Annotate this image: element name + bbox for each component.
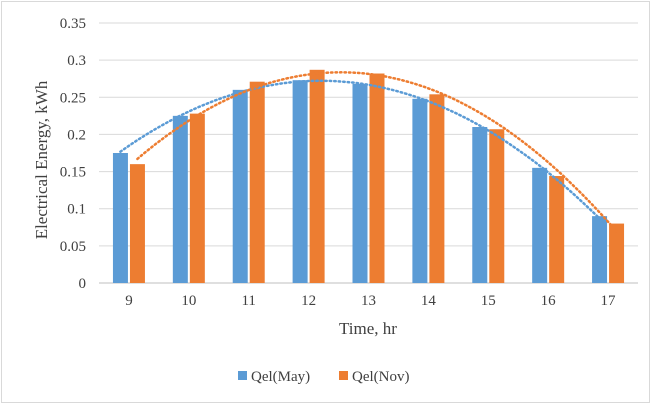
- bar: [249, 81, 265, 283]
- x-tick-label: 16: [541, 293, 557, 309]
- x-tick-label: 9: [125, 293, 133, 309]
- bar: [412, 98, 428, 284]
- legend-label: Qel(Nov): [352, 369, 409, 385]
- bar: [592, 216, 608, 283]
- y-tick-labels: 0 0.05 0.1 0.15 0.2 0.25 0.3 0.35: [60, 16, 86, 292]
- x-tick-label: 10: [181, 293, 196, 309]
- bar: [352, 83, 368, 284]
- y-tick-label: 0.15: [60, 165, 86, 181]
- y-tick-label: 0.25: [60, 90, 86, 106]
- x-axis-title: Time, hr: [339, 319, 397, 338]
- x-tick-labels: 9 10 11 12 13 14 15 16 17: [125, 293, 616, 309]
- bar: [489, 129, 505, 283]
- bar: [532, 167, 548, 283]
- y-tick-label: 0.1: [67, 202, 86, 218]
- bar: [369, 73, 385, 283]
- legend: Qel(May) Qel(Nov): [238, 369, 409, 385]
- bar: [309, 69, 325, 283]
- y-tick-label: 0: [79, 276, 87, 292]
- y-tick-label: 0.05: [60, 239, 86, 255]
- bars: [112, 69, 625, 284]
- y-tick-label: 0.2: [67, 127, 86, 143]
- legend-swatch: [339, 371, 348, 380]
- bar: [549, 176, 565, 283]
- bar: [292, 80, 308, 283]
- x-tick-label: 13: [361, 293, 376, 309]
- x-tick-label: 15: [481, 293, 496, 309]
- trendline: [119, 79, 601, 220]
- y-axis-title: Electrical Energy, kWh: [32, 80, 51, 239]
- bar: [609, 223, 625, 283]
- y-tick-label: 0.35: [60, 16, 86, 32]
- bar: [172, 115, 188, 283]
- x-tick-label: 11: [241, 293, 255, 309]
- bar: [429, 94, 445, 283]
- x-tick-label: 14: [421, 293, 437, 309]
- x-tick-label: 17: [601, 293, 617, 309]
- bar: [112, 153, 128, 283]
- bar: [129, 164, 145, 283]
- bar: [232, 89, 248, 283]
- legend-label: Qel(May): [251, 369, 310, 385]
- trendline: [136, 71, 618, 233]
- bar: [472, 127, 488, 283]
- trendlines: [119, 71, 618, 233]
- gridlines: [99, 22, 638, 284]
- bar: [189, 113, 205, 283]
- y-tick-label: 0.3: [67, 53, 86, 69]
- x-tick-label: 12: [301, 293, 316, 309]
- legend-swatch: [238, 371, 247, 380]
